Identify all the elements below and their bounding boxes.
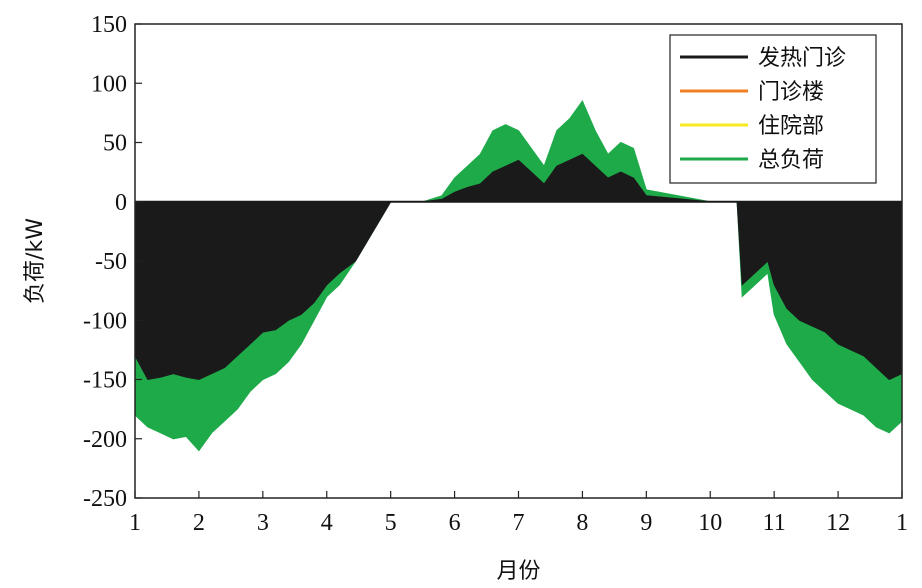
- x-tick-label: 12: [826, 510, 850, 536]
- x-tick-label: 1: [896, 510, 908, 536]
- y-tick-label: -100: [83, 308, 127, 334]
- x-tick-label: 9: [640, 510, 652, 536]
- series-area-0: [134, 153, 903, 381]
- legend-label-2: 住院部: [758, 114, 824, 139]
- x-axis-title: 月份: [496, 559, 540, 584]
- legend-label-3: 总负荷: [758, 148, 824, 173]
- legend-label-1: 门诊楼: [758, 80, 824, 105]
- y-tick-label: 150: [91, 12, 127, 38]
- y-axis: 150 100 50 0 -50 -100 -150 -200 -250: [83, 12, 142, 512]
- x-tick-label: 8: [576, 510, 588, 536]
- x-tick-label: 11: [763, 510, 786, 536]
- x-tick-label: 2: [193, 510, 205, 536]
- x-tick-label: 4: [321, 510, 333, 536]
- y-tick-label: -200: [83, 427, 127, 453]
- x-axis: 1 2 3 4 5 6 7 8 9 10 11 12 1: [129, 491, 908, 536]
- y-tick-label: 0: [115, 190, 127, 216]
- y-tick-label: -150: [83, 368, 127, 394]
- x-tick-label: 10: [698, 510, 722, 536]
- y-tick-label: 50: [103, 131, 127, 157]
- x-tick-label: 1: [129, 510, 141, 536]
- x-tick-label: 6: [449, 510, 461, 536]
- legend-label-0: 发热门诊: [758, 46, 846, 71]
- series-layer: [134, 99, 903, 452]
- y-tick-label: 100: [91, 71, 127, 97]
- y-tick-label: -50: [95, 249, 127, 275]
- y-tick-label: -250: [83, 486, 127, 512]
- x-tick-label: 3: [257, 510, 269, 536]
- x-tick-label: 5: [385, 510, 397, 536]
- x-tick-label: 7: [513, 510, 525, 536]
- y-axis-title: 负荷/kW: [23, 218, 48, 304]
